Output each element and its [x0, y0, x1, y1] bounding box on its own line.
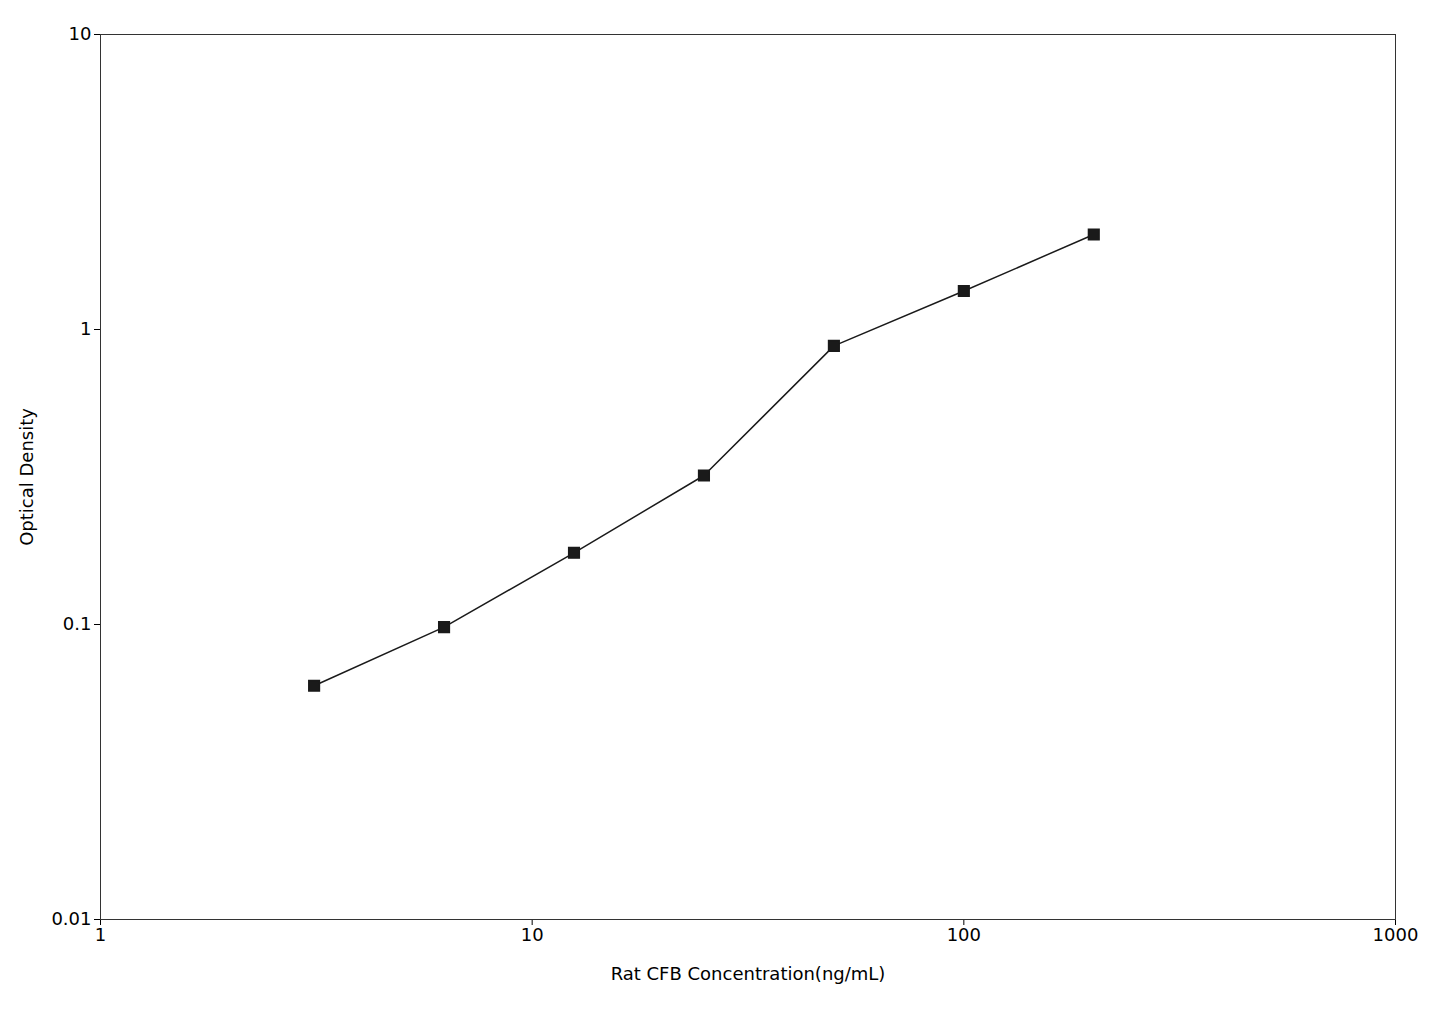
svg-text:Optical Density: Optical Density	[16, 408, 37, 546]
svg-text:1: 1	[80, 318, 91, 339]
svg-text:100: 100	[947, 924, 981, 945]
svg-text:Rat CFB Concentration(ng/mL): Rat CFB Concentration(ng/mL)	[611, 963, 886, 984]
svg-text:1000: 1000	[1373, 924, 1419, 945]
svg-text:10: 10	[521, 924, 544, 945]
svg-text:0.01: 0.01	[51, 908, 91, 929]
svg-text:10: 10	[69, 23, 92, 44]
svg-text:1: 1	[95, 924, 106, 945]
svg-text:0.1: 0.1	[63, 613, 92, 634]
